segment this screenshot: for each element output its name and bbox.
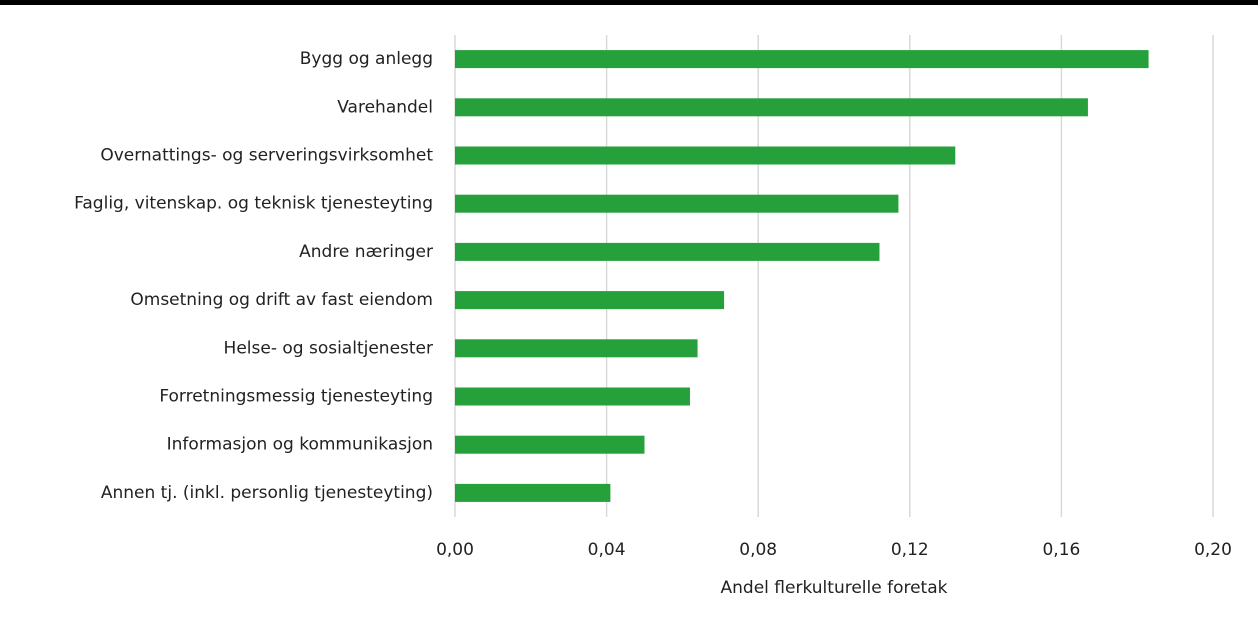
- y-tick-label: Helse- og sosialtjenester: [224, 338, 433, 358]
- x-tick-label: 0,16: [1042, 540, 1080, 560]
- x-tick-label: 0,00: [436, 540, 474, 560]
- y-tick-label: Forretningsmessig tjenesteyting: [159, 387, 433, 407]
- top-border: [0, 0, 1258, 5]
- bar: [455, 387, 690, 406]
- y-tick-label: Omsetning og drift av fast eiendom: [130, 290, 433, 310]
- y-tick-label: Informasjon og kommunikasjon: [167, 435, 433, 455]
- y-tick-label: Overnattings- og serveringsvirksomhet: [100, 146, 433, 166]
- x-tick-label: 0,12: [891, 540, 929, 560]
- x-tick-label: 0,08: [739, 540, 777, 560]
- bar: [455, 291, 725, 310]
- x-tick-label: 0,04: [588, 540, 626, 560]
- bar: [455, 242, 880, 261]
- y-tick-label: Bygg og anlegg: [300, 49, 433, 69]
- bar: [455, 98, 1088, 117]
- bar: [455, 146, 956, 165]
- x-axis-title: Andel flerkulturelle foretak: [721, 578, 948, 598]
- x-tick-label: 0,20: [1194, 540, 1232, 560]
- bar: [455, 435, 645, 454]
- y-tick-label: Annen tj. (inkl. personlig tjenesteyting…: [101, 483, 433, 503]
- bar: [455, 483, 611, 502]
- y-tick-label: Faglig, vitenskap. og teknisk tjenesteyt…: [74, 194, 433, 214]
- bar: [455, 194, 899, 213]
- y-tick-label: Andre næringer: [299, 242, 433, 262]
- y-tick-label: Varehandel: [337, 97, 433, 117]
- bar: [455, 50, 1149, 69]
- bar: [455, 339, 698, 358]
